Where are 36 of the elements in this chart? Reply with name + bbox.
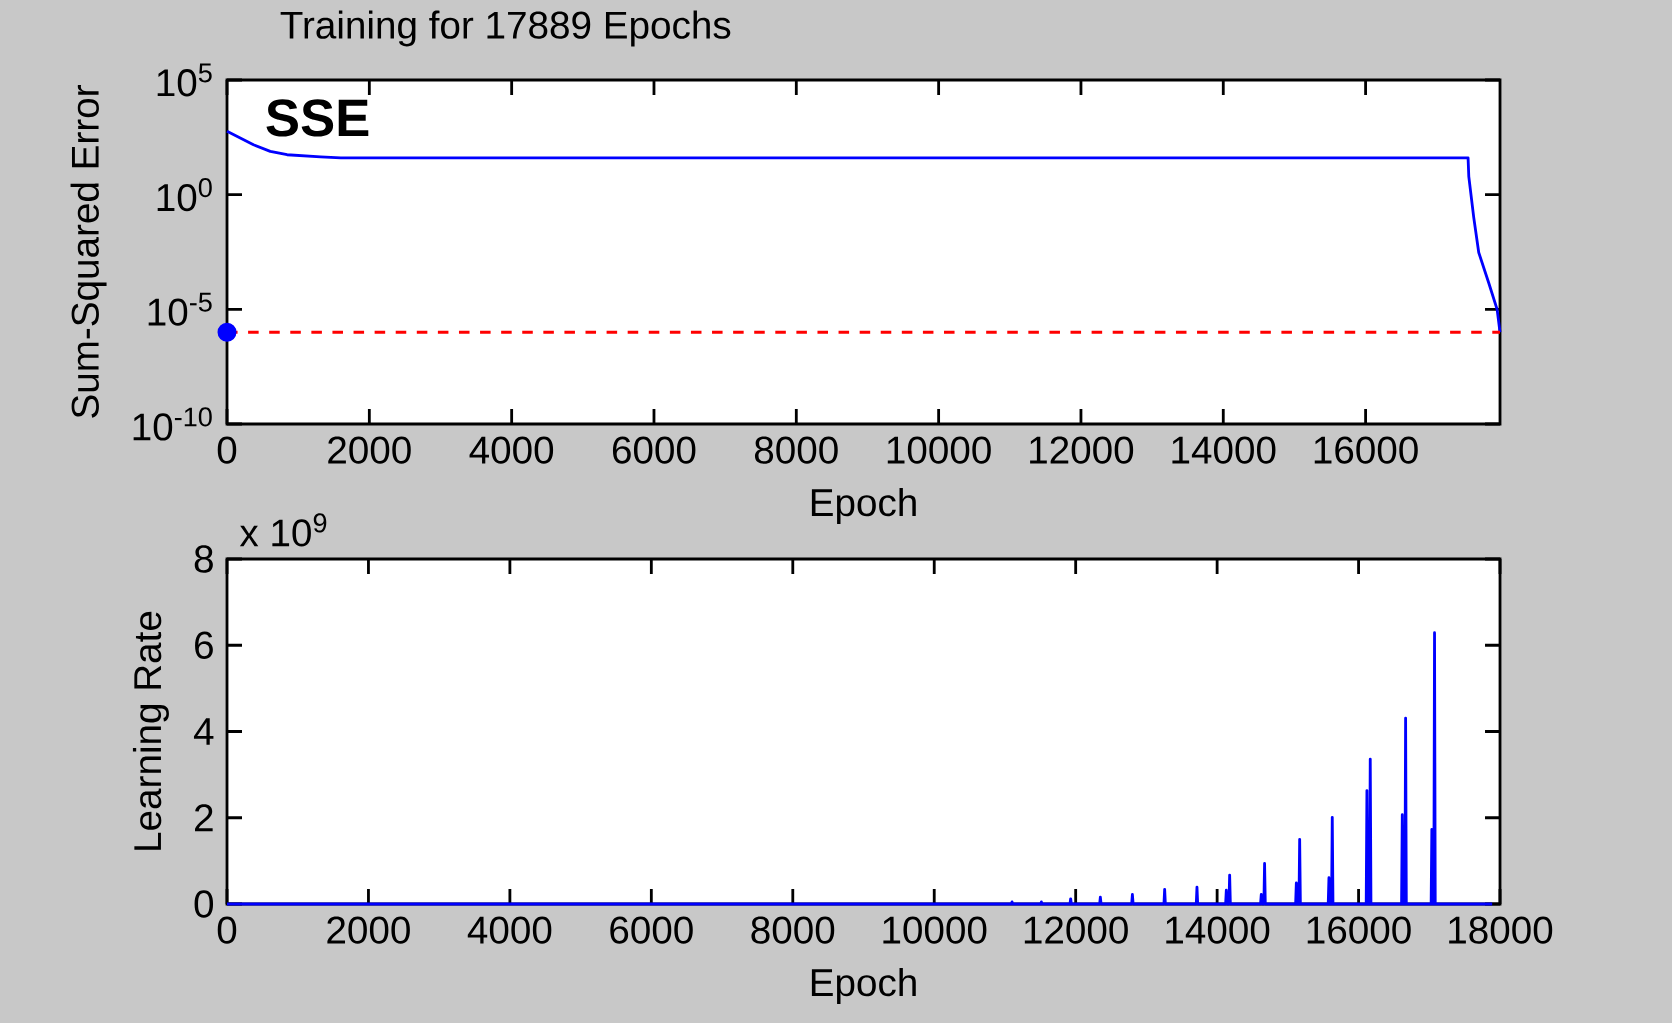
x-tick-label: 10000 [887,436,991,464]
x-tick-label: 14000 [1172,436,1276,464]
y-tick-label: 10$^{-5}$ [148,292,212,326]
x-tick-label: 2000 [327,916,410,944]
x-tick-label: 14000 [1166,916,1270,944]
y-axis-title: Sum-Squared Error [70,85,107,418]
line-series [225,631,1494,906]
y-tick-label: 8 [194,545,213,573]
x-tick-label: 6000 [610,916,693,944]
y-tick-label: 10$^{-10}$ [133,407,212,441]
x-tick-label: 4000 [469,436,554,464]
annotation: SSE [266,99,369,137]
x-tick-label: 18000 [1449,916,1553,944]
chart-title: Training for 17889 Epochs [280,10,731,47]
x-tick-label: 0 [217,916,237,944]
x-tick-label: 4000 [467,916,552,944]
x-tick-label: 2000 [328,436,411,464]
y-tick-label: 4 [193,718,214,745]
x-tick-label: 12000 [1024,916,1128,944]
x-axis-title: Epoch [811,967,916,1004]
y-tick-label: 10$^{5}$ [157,63,212,97]
x-tick-label: 6000 [612,436,696,464]
y-tick-label: 10$^{0}$ [157,178,212,212]
x-tick-label: 8000 [751,916,835,944]
x-tick-label: 8000 [754,436,838,464]
y-axis-title: Learning Rate [132,611,169,850]
x-axis-title: Epoch [811,487,916,524]
x-tick-label: 16000 [1307,916,1411,944]
x-tick-label: 0 [217,436,237,464]
y-tick-label: 0 [194,890,214,918]
text: x 10$^{9}$ [239,513,327,547]
x-tick-label: 12000 [1030,436,1134,464]
y-tick-label: 6 [195,631,213,659]
y-tick-label: 2 [195,804,213,832]
x-tick-label: 10000 [883,916,987,944]
x-tick-label: 16000 [1314,436,1418,464]
